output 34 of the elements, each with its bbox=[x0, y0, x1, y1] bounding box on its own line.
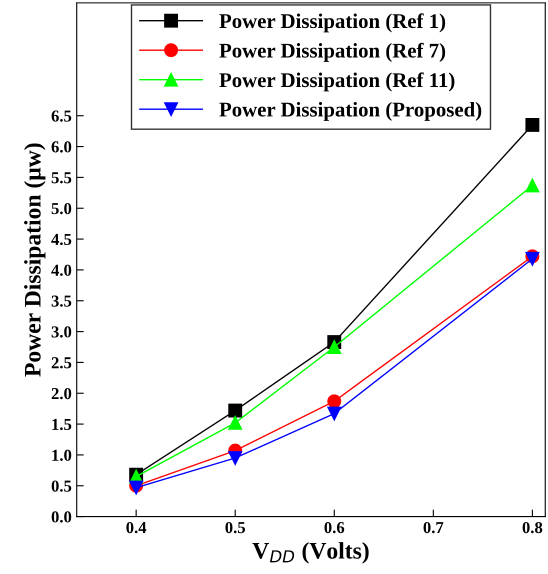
point bbox=[525, 178, 540, 192]
y-tick-label: 5.0 bbox=[52, 202, 72, 214]
point bbox=[228, 451, 242, 465]
x-tick-label: 0.8 bbox=[522, 522, 542, 534]
point bbox=[327, 406, 342, 421]
y-tick-label: 6.5 bbox=[52, 110, 72, 122]
y-tick-label: 2.5 bbox=[52, 357, 72, 368]
y-tick-label: 1.5 bbox=[52, 418, 72, 430]
y-tick-label: 0.5 bbox=[52, 480, 72, 492]
y-tick-label: 6.0 bbox=[52, 141, 72, 153]
point bbox=[228, 416, 242, 430]
point bbox=[327, 394, 342, 408]
y-tick-label: 0.0 bbox=[52, 511, 72, 523]
y-tick-label: 5.5 bbox=[52, 172, 72, 184]
legend-label: Power Dissipation (Proposed) bbox=[219, 102, 482, 121]
legend-label: Power Dissipation (Ref 1) bbox=[219, 13, 446, 32]
point bbox=[228, 404, 242, 418]
y-tick-label: 4.0 bbox=[51, 264, 72, 276]
y-tick-label: 3.0 bbox=[52, 326, 72, 338]
point bbox=[525, 252, 540, 266]
y-axis-title: Power Dissipation (μw) bbox=[24, 143, 46, 377]
y-tick-label: 1.0 bbox=[52, 450, 72, 461]
x-tick-label: 0.7 bbox=[424, 522, 444, 534]
legend-label: Power Dissipation (Ref 7) bbox=[219, 42, 446, 62]
x-tick-label: 0.6 bbox=[324, 522, 344, 534]
legend-label: Power Dissipation (Ref 11) bbox=[219, 72, 454, 92]
point bbox=[327, 340, 342, 354]
x-tick-label: 0.5 bbox=[225, 522, 246, 534]
y-tick-label: 3.5 bbox=[52, 295, 72, 307]
x-tick-label: 0.4 bbox=[126, 522, 146, 534]
x-axis-title: V$_{DD}$ (Volts) bbox=[252, 542, 369, 564]
y-tick-label: 2.0 bbox=[52, 388, 72, 400]
point bbox=[525, 118, 540, 132]
y-tick-label: 4.5 bbox=[51, 234, 72, 246]
